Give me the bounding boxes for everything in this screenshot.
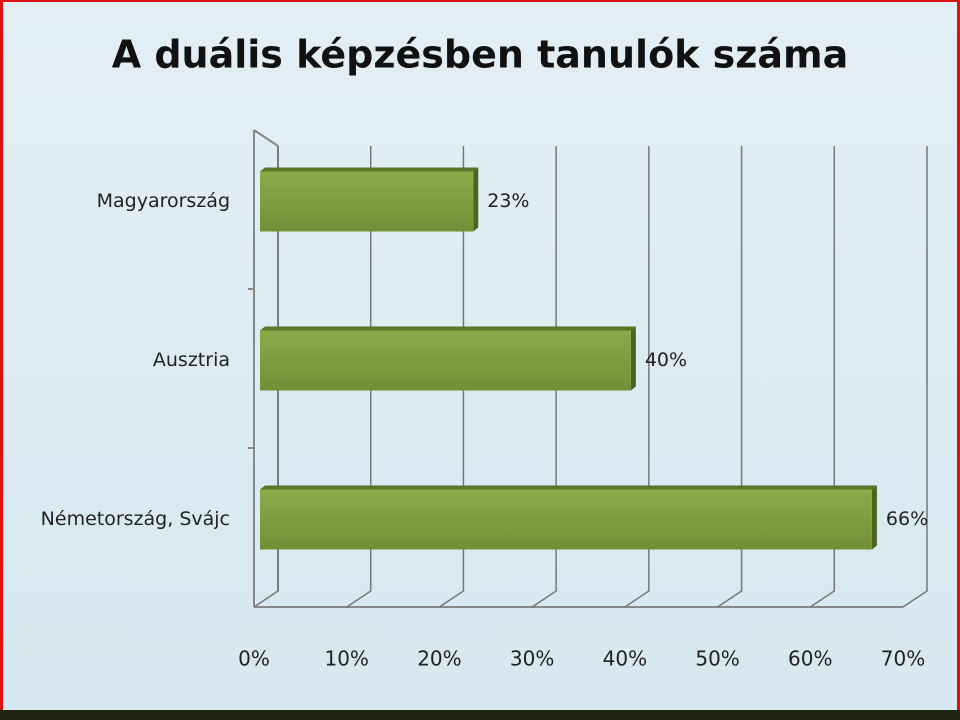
bar-side — [871, 485, 877, 550]
value-label: 40% — [645, 349, 687, 371]
x-tick-label: 70% — [881, 647, 925, 671]
grid-line — [253, 146, 279, 608]
axis-wall — [253, 129, 279, 147]
category-label: Ausztria — [153, 349, 230, 371]
bar — [260, 330, 631, 391]
value-label: 23% — [487, 190, 529, 212]
bar-top — [260, 326, 636, 331]
grid-line — [809, 146, 836, 608]
bar-top — [260, 167, 479, 172]
category-label: Németország, Svájc — [41, 508, 230, 530]
x-tick-label: 20% — [417, 647, 461, 671]
bottom-strip — [0, 710, 960, 720]
grid-line — [531, 146, 557, 608]
x-tick-label: 30% — [510, 647, 554, 671]
value-label: 66% — [886, 508, 928, 530]
grid-line — [624, 146, 650, 608]
bar-top — [260, 485, 877, 490]
x-tick-label: 0% — [238, 647, 270, 671]
bar-side — [630, 326, 636, 391]
bar-side — [473, 167, 479, 232]
x-tick-label: 60% — [788, 647, 832, 671]
plot-area: 0% 10% 20% 30% 40% 50% 60% 70% 23% Magyarország 40… — [41, 129, 928, 671]
grid-line — [902, 146, 928, 608]
grid-line — [439, 146, 465, 608]
bar — [260, 489, 872, 550]
x-tick-label: 50% — [695, 647, 739, 671]
category-label: Magyarország — [97, 190, 230, 212]
x-tick-label: 40% — [603, 647, 647, 671]
x-tick-label: 10% — [324, 647, 368, 671]
chart-title: A duális képzésben tanulók száma — [112, 33, 849, 77]
bar — [260, 171, 474, 232]
grid-line — [346, 146, 372, 608]
grid-line — [717, 146, 743, 608]
